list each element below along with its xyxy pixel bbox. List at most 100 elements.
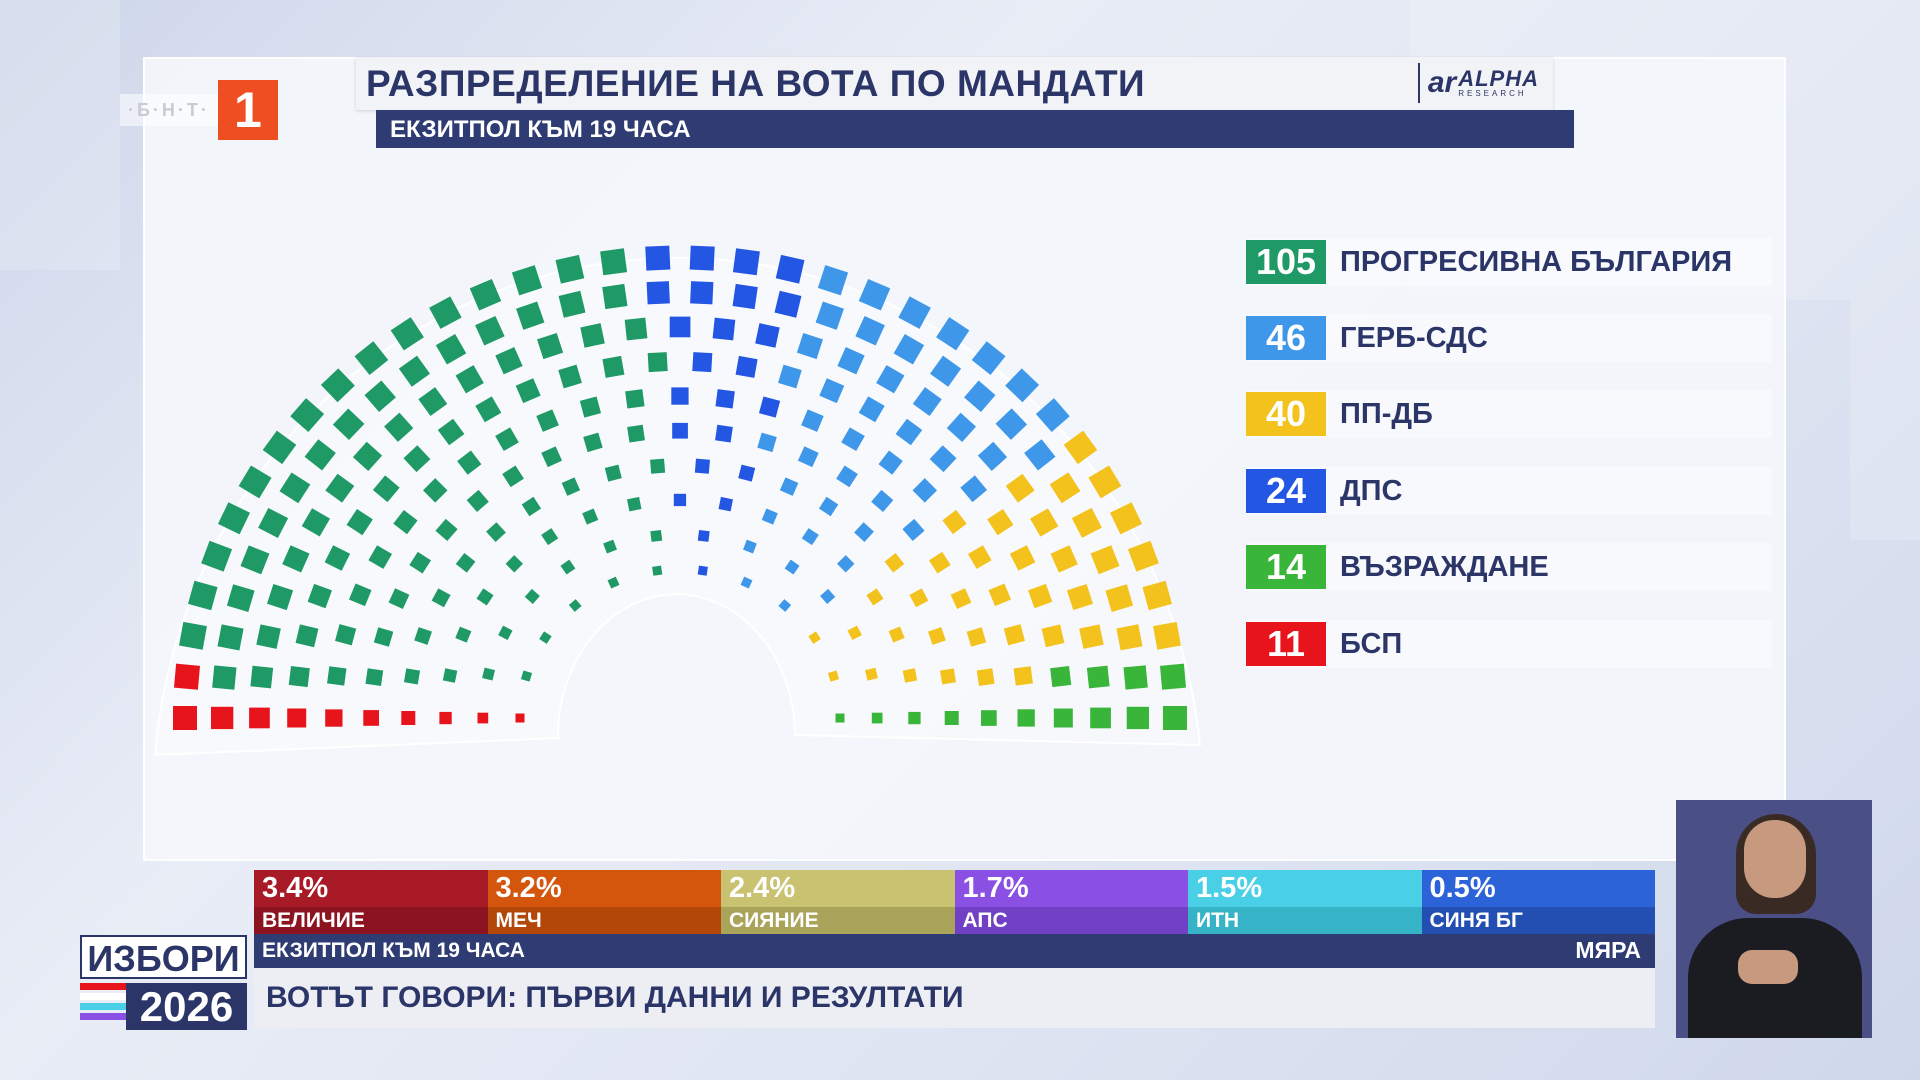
legend-seat-count: 24 xyxy=(1246,469,1326,513)
interpreter-hands xyxy=(1738,950,1798,984)
seat-mark xyxy=(354,341,389,375)
seat-mark xyxy=(888,626,905,643)
seat-mark xyxy=(942,509,967,535)
seat-mark xyxy=(761,508,778,525)
seat-mark xyxy=(645,245,671,271)
seat-mark xyxy=(482,667,496,681)
seat-mark xyxy=(435,518,458,541)
seat-mark xyxy=(537,332,564,360)
elections-stripe xyxy=(80,1003,126,1010)
seat-mark xyxy=(646,281,670,305)
seat-mark xyxy=(1163,706,1187,730)
seat-mark xyxy=(779,477,799,496)
seat-mark xyxy=(1126,706,1150,730)
seat-mark xyxy=(398,355,430,387)
seat-mark xyxy=(373,627,394,647)
legend-party-name: ПП-ДБ xyxy=(1340,398,1433,430)
seat-mark xyxy=(960,475,988,503)
sign-language-interpreter-video xyxy=(1676,800,1872,1038)
seat-mark xyxy=(238,465,272,499)
seat-mark xyxy=(625,389,645,409)
seat-mark xyxy=(712,317,736,341)
seat-mark xyxy=(249,707,270,729)
seat-mark xyxy=(1050,545,1078,573)
seat-mark xyxy=(977,441,1008,471)
seat-mark xyxy=(1079,624,1104,649)
seat-mark xyxy=(936,317,970,351)
seat-mark xyxy=(602,283,628,310)
seat-mark xyxy=(864,667,878,681)
seat-mark xyxy=(624,317,648,341)
seat-mark xyxy=(250,665,274,689)
seat-mark xyxy=(348,583,372,607)
seat-mark xyxy=(455,365,484,394)
seat-mark xyxy=(607,576,620,589)
seat-mark xyxy=(647,352,668,373)
seat-mark xyxy=(409,551,432,574)
seat-mark xyxy=(627,496,642,512)
seat-mark xyxy=(188,580,218,611)
channel-logo: ·Б·Н·Т· 1 xyxy=(120,80,278,140)
seat-mark xyxy=(757,432,777,453)
seat-mark xyxy=(893,334,925,365)
seat-mark xyxy=(775,254,805,284)
seat-mark xyxy=(981,710,997,726)
legend-seat-count: 14 xyxy=(1246,545,1326,589)
other-party-cell: 3.4% ВЕЛИЧИЕ xyxy=(254,870,488,934)
legend-item: 46 ГЕРБ-СДС xyxy=(1246,314,1772,362)
seat-mark xyxy=(988,583,1012,607)
seat-mark xyxy=(1005,368,1040,403)
seat-mark xyxy=(560,559,576,575)
legend-party-name: ГЕРБ-СДС xyxy=(1340,322,1488,354)
seat-mark xyxy=(902,518,925,541)
seat-mark xyxy=(971,341,1006,375)
channel-logo-text: ·Б·Н·Т· xyxy=(120,94,218,126)
seat-mark xyxy=(295,624,319,648)
seat-mark xyxy=(738,464,756,482)
seat-mark xyxy=(418,387,448,416)
seat-mark xyxy=(1005,473,1035,503)
seat-mark xyxy=(301,508,331,537)
legend-item: 14 ВЪЗРАЖДАНЕ xyxy=(1246,543,1772,591)
seat-mark xyxy=(895,418,923,446)
seat-mark xyxy=(602,355,625,378)
seat-mark xyxy=(469,278,502,311)
seat-mark xyxy=(778,599,792,612)
seat-mark xyxy=(583,432,603,453)
seat-mark xyxy=(498,625,513,641)
seat-mark xyxy=(1053,708,1073,728)
seat-mark xyxy=(1028,583,1053,609)
seat-mark xyxy=(837,347,865,375)
seat-mark xyxy=(1090,707,1111,729)
seat-mark xyxy=(1050,666,1072,688)
seat-mark xyxy=(442,668,458,683)
seat-mark xyxy=(876,365,905,394)
seat-mark xyxy=(841,427,865,452)
seat-mark xyxy=(758,396,781,418)
seat-mark xyxy=(815,301,844,330)
seat-mark xyxy=(282,545,310,573)
seat-mark xyxy=(262,430,297,465)
seat-mark xyxy=(439,711,452,725)
seat-mark xyxy=(325,709,343,727)
seat-mark xyxy=(690,281,714,305)
seat-mark xyxy=(1009,545,1036,571)
seat-mark xyxy=(240,545,270,575)
seat-mark xyxy=(466,489,489,512)
seat-mark xyxy=(976,668,995,687)
seat-mark xyxy=(871,712,883,724)
seat-mark xyxy=(1071,507,1102,538)
seat-mark xyxy=(689,245,715,271)
seat-mark xyxy=(898,296,931,329)
seat-mark xyxy=(437,418,465,446)
seat-mark xyxy=(304,439,336,471)
seat-mark xyxy=(332,408,365,440)
seat-mark xyxy=(817,265,849,296)
seat-mark xyxy=(820,588,836,604)
seat-mark xyxy=(561,477,581,496)
seat-mark xyxy=(1041,624,1065,648)
seat-mark xyxy=(435,334,467,365)
seat-mark xyxy=(1127,540,1159,572)
seat-mark xyxy=(352,441,383,471)
